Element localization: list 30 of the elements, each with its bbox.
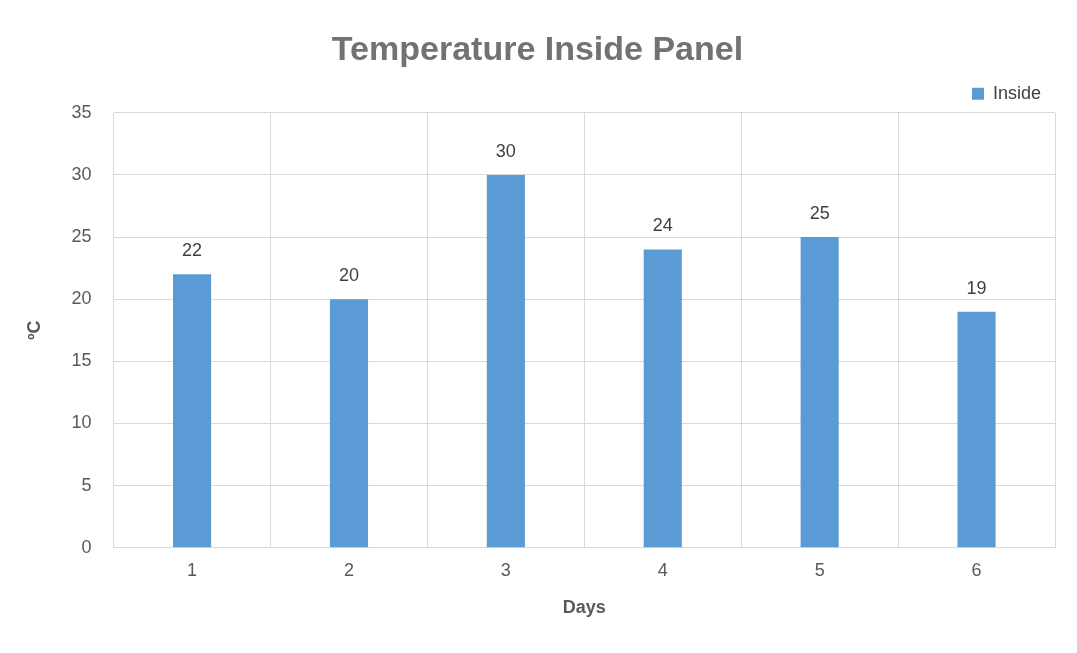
y-tick-label: 5 <box>81 474 92 495</box>
y-tick-label: 25 <box>71 226 92 247</box>
y-tick-label: 30 <box>71 163 92 184</box>
legend-label: Inside <box>992 82 1042 103</box>
x-tick-label: 5 <box>814 559 825 580</box>
y-tick-label: 0 <box>81 536 92 557</box>
bar <box>643 249 682 548</box>
data-label: 25 <box>809 203 830 224</box>
bar <box>957 311 996 548</box>
y-tick-label: 15 <box>71 350 92 371</box>
bar <box>329 299 369 548</box>
data-label: 24 <box>652 215 673 236</box>
y-tick-label: 20 <box>71 288 92 309</box>
y-tick-label: 35 <box>71 101 92 122</box>
y-tick-label: 10 <box>71 412 92 433</box>
x-tick-label: 4 <box>657 559 668 580</box>
data-label: 22 <box>182 240 203 261</box>
x-tick-label: 2 <box>343 559 354 580</box>
bar <box>800 237 839 548</box>
data-label: 20 <box>338 265 359 286</box>
data-label: 19 <box>966 277 987 298</box>
bar <box>173 274 212 548</box>
x-axis-title: Days <box>562 597 606 618</box>
x-tick-label: 6 <box>971 559 982 580</box>
x-tick-label: 3 <box>500 559 511 580</box>
y-axis-title: ºC <box>23 320 44 341</box>
data-label: 30 <box>495 140 516 161</box>
chart-title: Temperature Inside Panel <box>331 28 744 67</box>
x-tick-label: 1 <box>187 559 198 580</box>
bar <box>486 174 525 548</box>
